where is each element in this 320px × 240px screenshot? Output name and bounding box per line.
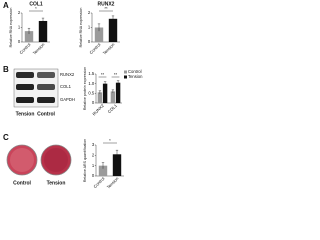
figure: A B C RUNX2 COL1 GAPDH Tension Control C… (3, 1, 143, 190)
bar (102, 83, 108, 103)
panel-label: C (3, 133, 9, 142)
y-tick-label: 1 (88, 25, 91, 30)
bar (108, 18, 118, 42)
legend-swatch (124, 75, 127, 79)
y-tick-label: 0 (92, 100, 95, 105)
x-tick-label: Tension (106, 175, 120, 189)
y-tick-label: 0 (92, 173, 95, 178)
bar (94, 27, 104, 42)
y-tick-label: 1 (92, 163, 95, 168)
band-label: COL1 (60, 84, 72, 89)
image-label: Tension (47, 180, 66, 186)
x-tick-label: Control (92, 176, 105, 189)
panel-label: B (3, 65, 9, 74)
legend-label: Control (128, 69, 142, 74)
bar (38, 20, 48, 42)
significance: * (35, 6, 37, 11)
x-tick-label: Control (88, 42, 101, 55)
bar (112, 154, 122, 176)
y-axis-label: Relative RNA expression (9, 8, 13, 48)
chart-title: COL1 (29, 1, 43, 7)
significance: * (109, 138, 111, 143)
y-axis-label: Relative ARS quantification (83, 139, 87, 182)
x-tick-label: COL1 (107, 102, 119, 114)
dish-image (44, 148, 68, 172)
bar (98, 165, 108, 176)
y-tick-label: 1.0 (88, 81, 94, 86)
dish-image (10, 148, 34, 172)
band-label: GAPDH (60, 97, 75, 102)
y-tick-label: 2 (18, 10, 21, 15)
significance: ** (104, 6, 108, 11)
significance: ** (101, 72, 105, 77)
legend-swatch (124, 70, 127, 74)
panel-label: A (3, 1, 9, 10)
y-tick-label: 0 (88, 39, 91, 44)
x-tick-label: Control (18, 42, 31, 55)
bar (115, 82, 121, 103)
blot (13, 68, 59, 108)
significance: ** (114, 72, 118, 77)
x-tick-label: Tension (102, 41, 116, 55)
y-tick-label: 1.5 (88, 71, 94, 76)
bar (97, 92, 103, 103)
y-tick-label: 3 (92, 142, 95, 147)
legend-label: Tension (128, 74, 143, 79)
y-axis-label: Relative protein expression (83, 67, 87, 110)
chart-title: RUNX2 (98, 1, 115, 7)
lane-label: Tension (16, 111, 35, 117)
y-axis-label: Relative RNA expression (79, 8, 83, 48)
y-tick-label: 0 (18, 39, 21, 44)
y-tick-label: 2 (92, 152, 95, 157)
band-label: RUNX2 (60, 72, 75, 77)
x-tick-label: Tension (32, 41, 46, 55)
y-tick-label: 0.5 (88, 90, 94, 95)
y-tick-label: 1 (18, 25, 21, 30)
lane-label: Control (37, 111, 55, 117)
y-tick-label: 2 (88, 10, 91, 15)
bar (24, 31, 34, 42)
bar (110, 91, 116, 103)
image-label: Control (13, 180, 31, 186)
